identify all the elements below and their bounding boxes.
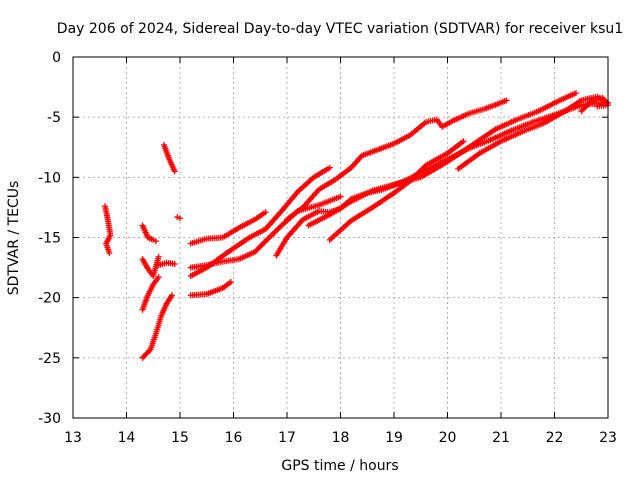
series-arc-1 bbox=[102, 203, 114, 257]
series-arc-5 bbox=[139, 292, 175, 361]
data-point bbox=[262, 209, 269, 216]
y-tick-label: -20 bbox=[38, 291, 61, 307]
data-point bbox=[572, 90, 579, 97]
data-point bbox=[152, 238, 159, 245]
x-tick-label: 13 bbox=[64, 430, 82, 446]
data-point bbox=[168, 292, 175, 299]
y-tick-label: -25 bbox=[38, 351, 61, 367]
y-axis-label: SDTVAR / TECUs bbox=[6, 181, 22, 296]
data-point bbox=[594, 103, 601, 110]
x-tick-label: 17 bbox=[278, 430, 296, 446]
x-tick-label: 15 bbox=[171, 430, 189, 446]
series-arc-7 bbox=[155, 259, 178, 269]
series-arc-13 bbox=[284, 97, 510, 223]
data-point bbox=[337, 193, 344, 200]
ticks: 13 14 15 16 17 18 19 20 21 22 23 0 -5 -10 -15 -20 -25 -30 bbox=[38, 50, 617, 446]
data-point bbox=[326, 164, 333, 171]
data-point bbox=[177, 215, 183, 222]
series-arc-15 bbox=[326, 138, 467, 243]
y-tick-label: -5 bbox=[47, 110, 61, 126]
data-point bbox=[503, 97, 510, 104]
x-tick-label: 20 bbox=[439, 430, 457, 446]
series-arc-8 bbox=[187, 209, 269, 247]
data-point bbox=[227, 279, 234, 286]
x-tick-label: 21 bbox=[492, 430, 510, 446]
data-point bbox=[106, 250, 113, 257]
x-tick-label: 16 bbox=[225, 430, 243, 446]
y-tick-label: 0 bbox=[52, 50, 61, 66]
x-tick-label: 18 bbox=[332, 430, 350, 446]
series-arc-16 bbox=[455, 93, 611, 172]
y-tick-label: -30 bbox=[38, 411, 61, 427]
data-point bbox=[150, 236, 157, 243]
data-point bbox=[155, 274, 162, 281]
series-arc-11 bbox=[187, 279, 234, 299]
series-arc-6 bbox=[160, 141, 178, 175]
x-axis-label: GPS time / hours bbox=[281, 458, 398, 474]
series-arc-4 bbox=[139, 274, 162, 313]
data-point bbox=[171, 260, 178, 267]
data-point bbox=[460, 138, 467, 145]
y-tick-label: -10 bbox=[38, 170, 61, 186]
data-marks bbox=[102, 90, 611, 361]
data-point bbox=[155, 253, 162, 260]
y-tick-label: -15 bbox=[38, 231, 61, 247]
x-tick-label: 22 bbox=[546, 430, 564, 446]
chart-title: Day 206 of 2024, Sidereal Day-to-day VTE… bbox=[57, 21, 623, 37]
x-tick-label: 19 bbox=[385, 430, 403, 446]
series-arc-10 bbox=[187, 164, 333, 280]
series-arc-14 bbox=[305, 90, 579, 229]
x-tick-label: 14 bbox=[118, 430, 136, 446]
series-arc-2 bbox=[139, 222, 159, 245]
series-isolated bbox=[174, 214, 183, 222]
data-point bbox=[171, 168, 178, 175]
data-point bbox=[174, 214, 181, 221]
x-tick-label: 23 bbox=[599, 430, 617, 446]
